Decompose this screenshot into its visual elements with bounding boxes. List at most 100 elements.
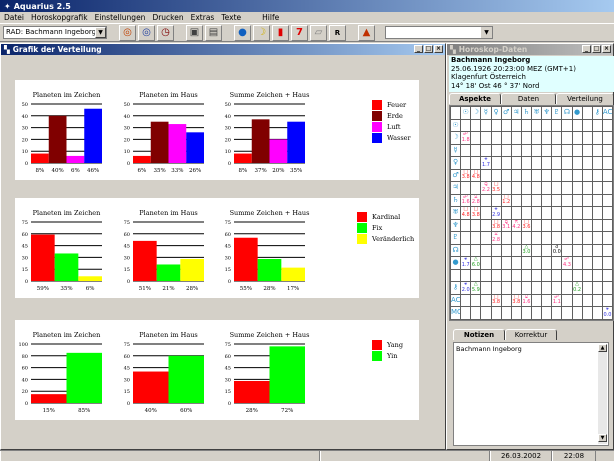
aspect-cell[interactable]: □ 4.8 bbox=[470, 168, 482, 182]
grid-cell bbox=[480, 306, 492, 320]
aspect-cell[interactable]: ⚼ 2.2 bbox=[480, 181, 492, 195]
aspect-cell[interactable]: □ 3.5 bbox=[490, 181, 502, 195]
maximize-button[interactable]: □ bbox=[424, 45, 433, 53]
aspect-cell[interactable]: □ 3.8 bbox=[490, 293, 502, 307]
legend-label: Yin bbox=[387, 352, 398, 360]
tab-verteilung[interactable]: Verteilung bbox=[556, 93, 614, 104]
aspect-cell[interactable]: □ 3.8 bbox=[470, 206, 482, 220]
aspect-orb: 1.6 bbox=[461, 199, 470, 206]
grid-row-header: ♇ bbox=[449, 231, 462, 245]
aspect-cell[interactable]: ⚹ 1.7 bbox=[460, 256, 472, 270]
minimize-button[interactable]: _ bbox=[582, 45, 591, 53]
grid-cell bbox=[530, 243, 543, 257]
bar-label: 17% bbox=[287, 286, 299, 292]
tab-daten[interactable]: Daten bbox=[501, 93, 556, 104]
globe-button[interactable]: ● bbox=[234, 24, 251, 41]
grid-cell bbox=[561, 181, 573, 195]
grid-cell bbox=[551, 281, 563, 295]
y-tick-label: 60 bbox=[22, 366, 28, 372]
aspect-cell[interactable]: ⚺ 2.8 bbox=[490, 231, 502, 245]
aspect-cell[interactable]: ⚺ 1.6 bbox=[520, 293, 533, 307]
close-button[interactable]: × bbox=[434, 45, 443, 53]
grid-cell bbox=[571, 268, 583, 282]
grid-cell bbox=[530, 293, 543, 307]
aspect-cell[interactable]: ☍ 1.1 bbox=[551, 293, 563, 307]
legend-item: Wasser bbox=[372, 133, 411, 143]
aspect-cell[interactable]: ⚼ 3.1 bbox=[500, 218, 512, 232]
y-tick-label: 20 bbox=[22, 389, 28, 395]
r-button[interactable]: R bbox=[329, 24, 346, 41]
y-tick-label: 20 bbox=[225, 137, 231, 143]
seven-button[interactable]: 7 bbox=[291, 24, 308, 41]
aspect-cell[interactable]: ⚹ 1.7 bbox=[480, 156, 492, 170]
pyramid-button[interactable]: ▲ bbox=[358, 24, 375, 41]
bar-chart-button[interactable]: ▮ bbox=[272, 24, 289, 41]
scroll-down-button[interactable]: ▼ bbox=[598, 434, 607, 442]
secondary-select[interactable]: ▼ bbox=[385, 26, 493, 39]
notes-scrollbar[interactable]: ▲ ▼ bbox=[598, 344, 607, 444]
grid-cell bbox=[500, 156, 512, 170]
menu-item[interactable]: Texte bbox=[221, 13, 242, 22]
menu-item[interactable]: Drucken bbox=[152, 13, 184, 22]
aspect-cell[interactable]: △ 3.0 bbox=[520, 243, 533, 257]
maximize-button[interactable]: □ bbox=[592, 45, 601, 53]
aspect-cell[interactable]: □ 3.8 bbox=[490, 218, 502, 232]
chevron-down-icon[interactable]: ▼ bbox=[95, 27, 106, 38]
aspect-cell[interactable]: ⚻ 4.2 bbox=[510, 218, 522, 232]
print-preview-button[interactable]: ▣ bbox=[186, 24, 203, 41]
document-button[interactable]: ▱ bbox=[310, 24, 327, 41]
aspect-cell[interactable]: ⚹ 2.0 bbox=[460, 281, 472, 295]
grid-cell bbox=[571, 181, 583, 195]
menu-item[interactable]: Datei bbox=[4, 13, 25, 22]
aspect-cell[interactable]: □ 3.8 bbox=[460, 168, 472, 182]
scroll-up-button[interactable]: ▲ bbox=[598, 344, 607, 352]
printer-button[interactable]: ▤ bbox=[205, 24, 222, 41]
chart-title: Summe Zeichen + Haus bbox=[230, 91, 310, 99]
y-tick-label: 10 bbox=[22, 149, 28, 155]
aspect-cell[interactable]: ☌ 0.0 bbox=[551, 243, 563, 257]
chart-title: Planeten im Haus bbox=[139, 209, 197, 217]
chart-select[interactable]: RAD: Bachmann Ingeborg ▼ bbox=[3, 26, 107, 39]
menu-item[interactable]: Extras bbox=[190, 13, 215, 22]
aspect-cell[interactable]: ⚺ 2.8 bbox=[470, 193, 482, 207]
aspect-cell[interactable]: △ 5.9 bbox=[470, 281, 482, 295]
aspect-symbol: ☍ bbox=[463, 194, 469, 200]
aspect-cell[interactable]: ⚹ 2.9 bbox=[490, 206, 502, 220]
tab-notizen[interactable]: Notizen bbox=[453, 329, 505, 340]
aspect-cell[interactable]: □ 3.6 bbox=[520, 218, 533, 232]
aspect-cell[interactable]: □ 4.8 bbox=[460, 206, 472, 220]
menu-item[interactable]: Hilfe bbox=[262, 13, 280, 22]
bar bbox=[31, 234, 55, 281]
aspect-cell[interactable]: □ 3.8 bbox=[510, 293, 522, 307]
grid-cell bbox=[571, 306, 583, 320]
clock-wheel-button[interactable]: ◷ bbox=[157, 24, 174, 41]
radix-wheel-button[interactable]: ◎ bbox=[119, 24, 136, 41]
status-bar: 26.03.2002 22:08 bbox=[0, 450, 614, 461]
tab-aspekte[interactable]: Aspekte bbox=[449, 93, 501, 104]
aspect-symbol: ⚹ bbox=[605, 306, 609, 313]
close-button[interactable]: × bbox=[602, 45, 611, 53]
tab-korrektur[interactable]: Korrektur bbox=[505, 329, 557, 340]
aspect-cell[interactable]: △ 6.0 bbox=[470, 256, 482, 270]
grid-cell bbox=[470, 181, 482, 195]
minimize-button[interactable]: _ bbox=[414, 45, 423, 53]
menu-item[interactable]: Einstellungen bbox=[94, 13, 146, 22]
grid-cell bbox=[510, 131, 522, 145]
aspect-symbol: △ bbox=[524, 244, 529, 250]
transit-wheel-button[interactable]: ◎ bbox=[138, 24, 155, 41]
aspect-cell[interactable]: ☍ 1.6 bbox=[460, 193, 472, 207]
grid-cell bbox=[520, 231, 533, 245]
aspect-cell[interactable]: ⚹ 0.0 bbox=[601, 306, 614, 320]
chart-title: Planeten im Haus bbox=[139, 331, 197, 339]
aspect-cell[interactable]: ☍ 1.8 bbox=[460, 131, 472, 145]
aspect-cell[interactable]: □ 1.2 bbox=[500, 193, 512, 207]
menu-item[interactable]: Horoskopgrafik bbox=[31, 13, 88, 22]
grid-cell bbox=[571, 218, 583, 232]
chart-title: Summe Zeichen + Haus bbox=[230, 209, 310, 217]
chevron-down-icon[interactable]: ▼ bbox=[481, 27, 492, 38]
notes-textarea[interactable]: Bachmann Ingeborg ▲ ▼ bbox=[453, 342, 609, 446]
aspect-orb: 2.9 bbox=[492, 211, 501, 218]
moon-button[interactable]: ☽ bbox=[253, 24, 270, 41]
aspect-cell[interactable]: ☍ 4.3 bbox=[561, 256, 573, 270]
aspect-cell[interactable]: △ 0.2 bbox=[571, 281, 583, 295]
